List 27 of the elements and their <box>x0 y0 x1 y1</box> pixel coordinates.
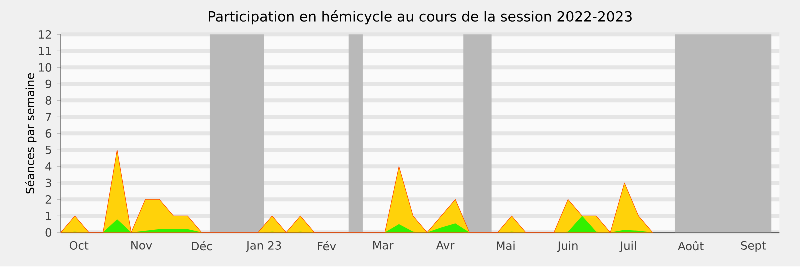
y-tick-label: 3 <box>46 179 52 188</box>
y-axis-title: Séances par semaine <box>25 74 37 194</box>
x-tick-label: Déc <box>192 242 212 251</box>
x-tick-label: Mai <box>497 242 515 250</box>
y-tick-label: 8 <box>46 96 52 106</box>
x-tick-label: Sept <box>741 242 766 252</box>
x-tick-label: Juil <box>620 242 636 252</box>
y-tick-label: 5 <box>46 146 52 155</box>
y-tick-label: 6 <box>46 130 52 138</box>
y-tick-label: 4 <box>46 162 52 171</box>
x-tick-label: Juin <box>557 242 578 252</box>
y-tick-label: 1 <box>46 212 52 220</box>
x-tick-label: Jan 23 <box>246 242 282 252</box>
y-tick-label: 9 <box>46 80 52 89</box>
chart-title: Participation en hémicycle au cours de la session 2022-2023 <box>209 10 632 25</box>
y-tick-label: 10 <box>39 64 52 72</box>
x-tick-label: Août <box>678 242 704 251</box>
y-tick-label: 7 <box>46 113 52 122</box>
y-tick-label: 11 <box>39 47 52 56</box>
y-tick-label: 0 <box>46 228 52 238</box>
x-tick-label: Mar <box>374 242 394 250</box>
x-tick-label: Oct <box>70 242 89 250</box>
y-tick-label: 12 <box>39 30 52 40</box>
y-tick-label: 2 <box>46 196 52 204</box>
x-tick-label: Fév <box>318 242 336 251</box>
x-tick-label: Avr <box>436 242 455 250</box>
x-tick-label: Nov <box>132 242 152 250</box>
